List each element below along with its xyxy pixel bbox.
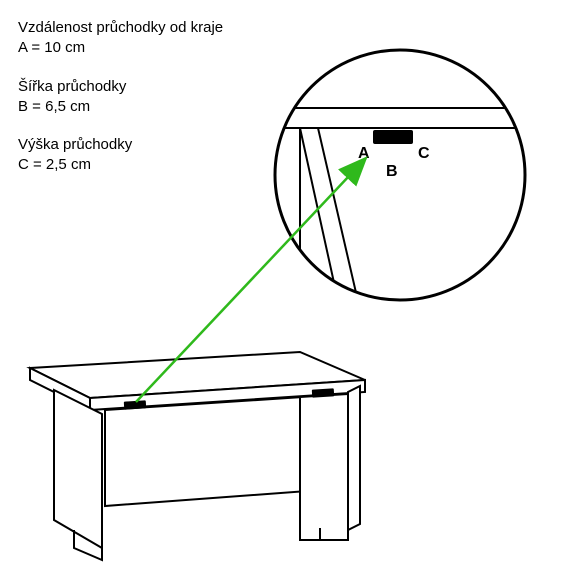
- desk-drawing: [30, 352, 365, 560]
- grommet-right: [312, 388, 334, 397]
- detail-circle: [275, 50, 525, 300]
- grommet-detail: [373, 130, 413, 144]
- diagram-svg: A B C: [0, 0, 576, 576]
- marker-b: B: [386, 163, 398, 180]
- marker-c: C: [418, 145, 430, 162]
- detail-view: A B C: [275, 108, 530, 310]
- grommet-left: [124, 400, 146, 409]
